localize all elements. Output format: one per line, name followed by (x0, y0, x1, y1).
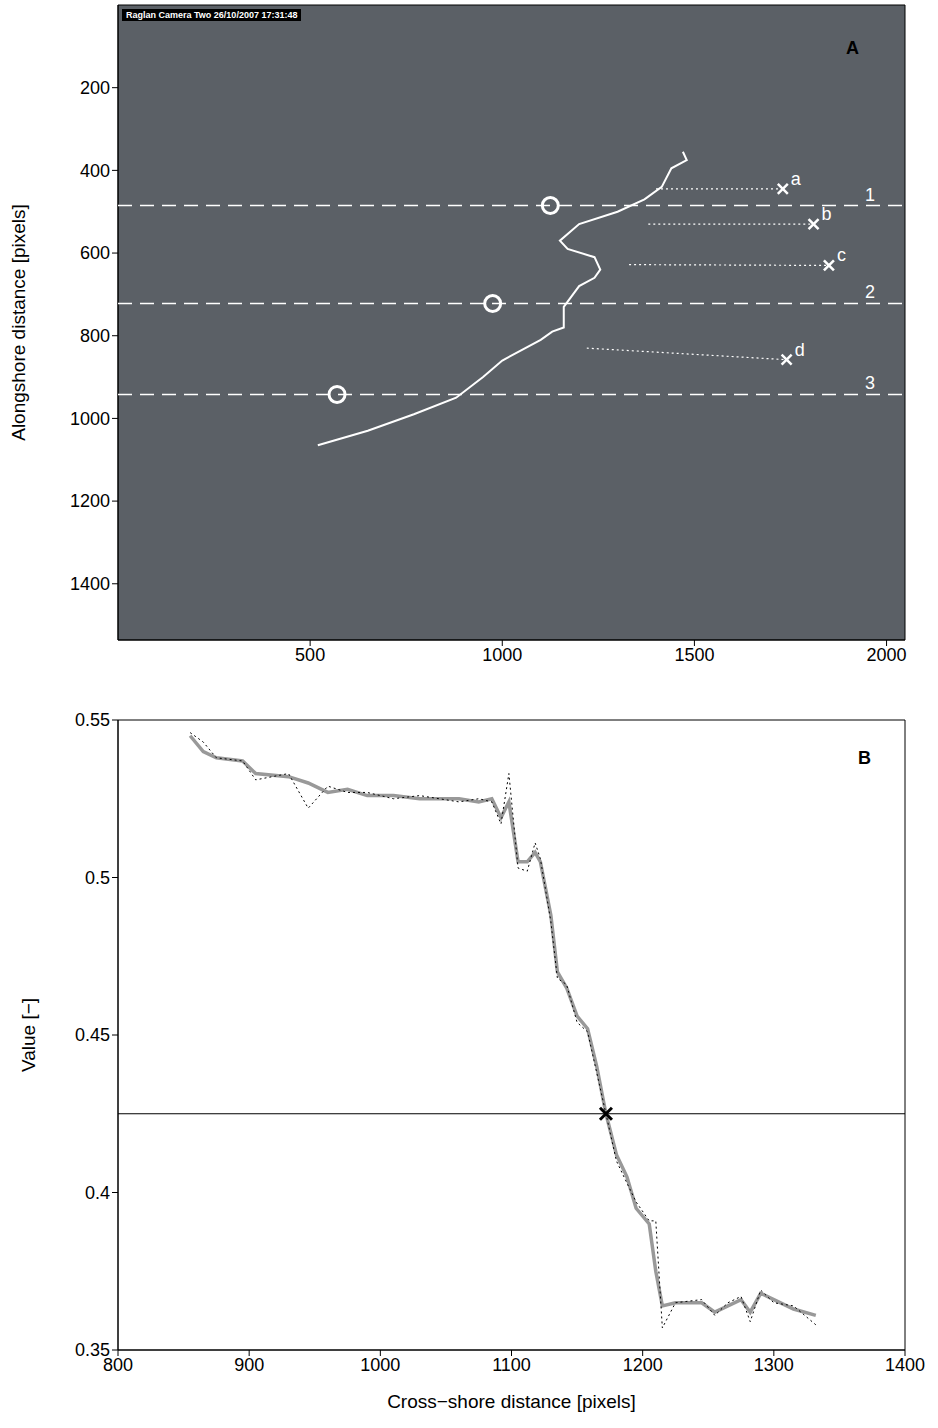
svg-text:0.4: 0.4 (85, 1183, 110, 1203)
svg-text:500: 500 (295, 645, 325, 665)
svg-text:2000: 2000 (867, 645, 907, 665)
svg-text:2: 2 (865, 282, 875, 302)
html-text:A: A (846, 38, 859, 58)
svg-text:400: 400 (80, 161, 110, 181)
svg-text:a: a (791, 169, 802, 189)
svg-text:0.5: 0.5 (85, 868, 110, 888)
svg-text:1200: 1200 (70, 491, 110, 511)
svg-text:800: 800 (103, 1354, 133, 1375)
svg-text:1000: 1000 (70, 409, 110, 429)
svg-text:1000: 1000 (360, 1355, 400, 1375)
svg-text:1500: 1500 (674, 645, 714, 665)
svg-text:1000: 1000 (482, 645, 522, 665)
svg-text:0.55: 0.55 (75, 710, 110, 730)
html-text:Raglan Camera Two 26/10/2007 1: Raglan Camera Two 26/10/2007 17:31:48 (126, 10, 298, 20)
svg-text:800: 800 (80, 326, 110, 346)
svg-text:200: 200 (80, 78, 110, 98)
svg-text:0.45: 0.45 (75, 1025, 110, 1045)
svg-text:1400: 1400 (885, 1355, 925, 1375)
svg-text:d: d (795, 340, 805, 360)
svg-text:b: b (822, 204, 832, 224)
svg-text:3: 3 (865, 373, 875, 393)
svg-text:1: 1 (865, 185, 875, 205)
svg-text:0.35: 0.35 (75, 1340, 110, 1360)
svg-text:c: c (837, 245, 846, 265)
svg-text:1300: 1300 (754, 1355, 794, 1375)
svg-text:600: 600 (80, 243, 110, 263)
svg-text:900: 900 (234, 1355, 264, 1375)
html-text:B: B (858, 748, 871, 768)
svg-text:Cross−shore distance [pixels]: Cross−shore distance [pixels] (387, 1391, 636, 1412)
svg-text:1400: 1400 (70, 574, 110, 594)
svg-text:1100: 1100 (492, 1355, 531, 1375)
svg-text:Value [−]: Value [−] (18, 998, 39, 1072)
svg-text:1200: 1200 (623, 1355, 663, 1375)
svg-text:Alongshore distance [pixels]: Alongshore distance [pixels] (8, 204, 29, 441)
